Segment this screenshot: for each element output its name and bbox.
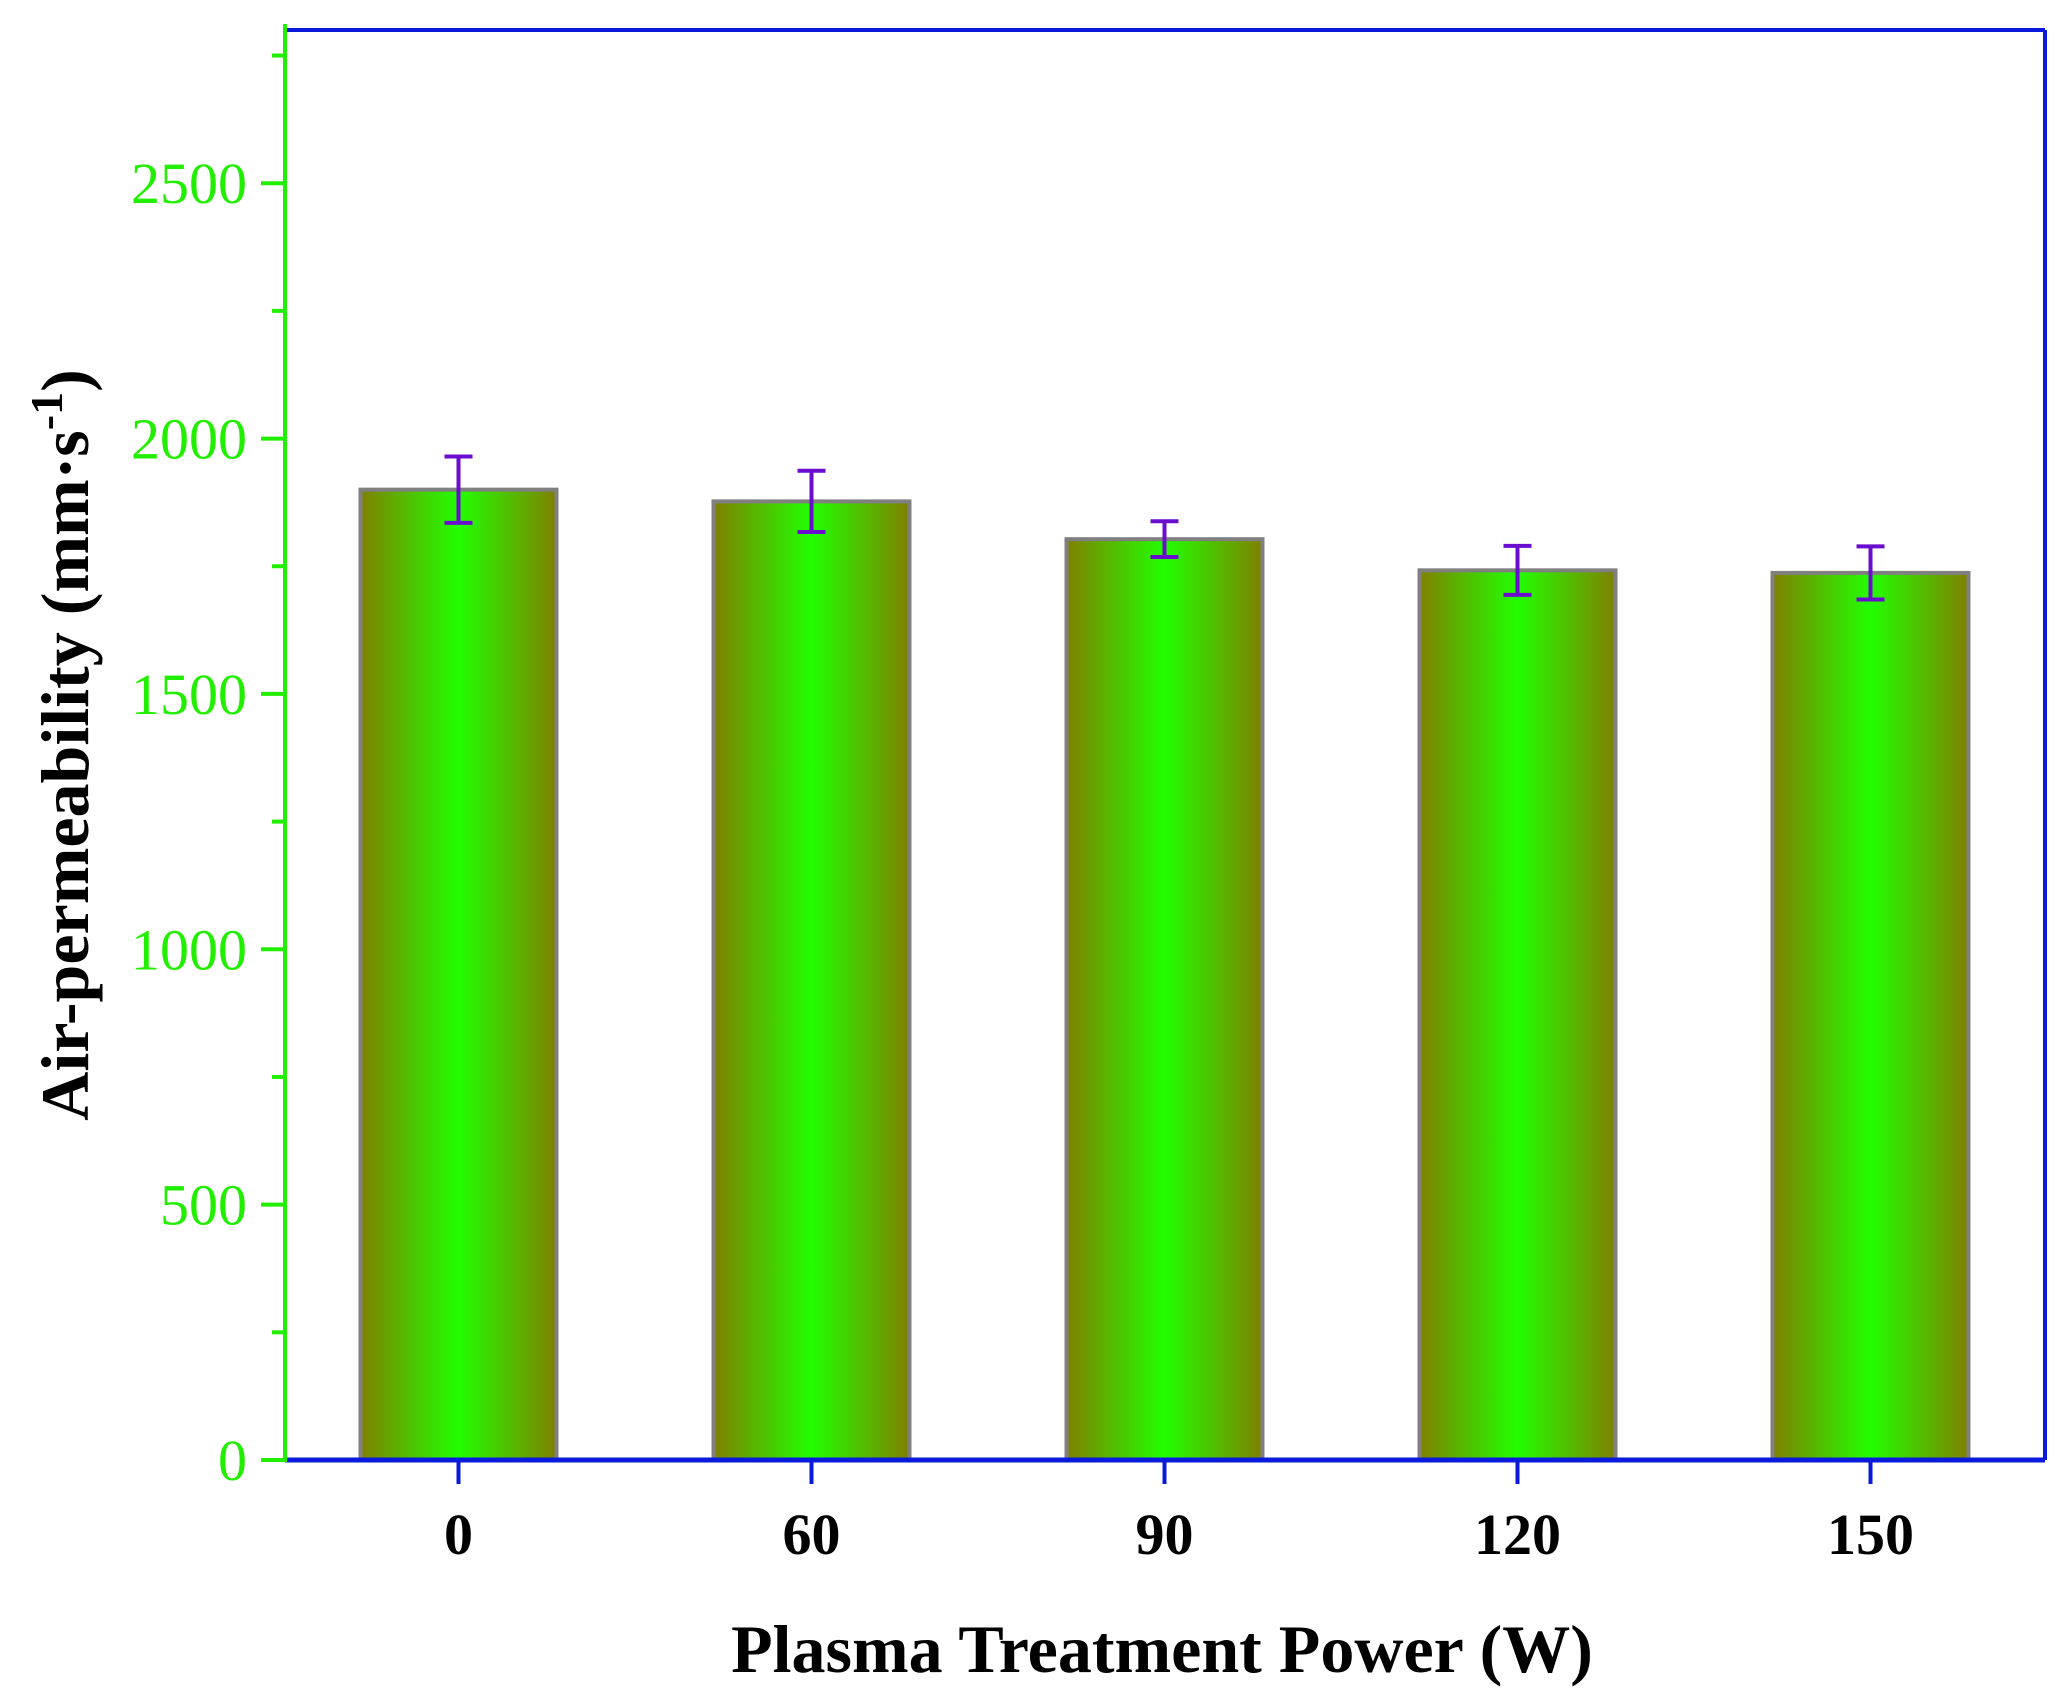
y-tick-label-0: 0 <box>218 1428 247 1493</box>
y-axis-title-superscript: -1 <box>21 392 72 430</box>
x-tick-label-120: 120 <box>1474 1502 1561 1567</box>
error-bar-0 <box>444 454 473 525</box>
error-bar-60 <box>797 468 826 535</box>
bar-90 <box>1064 537 1265 1462</box>
bar-120 <box>1417 568 1618 1462</box>
bars <box>358 487 1971 1462</box>
x-tick-label-150: 150 <box>1827 1502 1914 1567</box>
bar-150 <box>1770 570 1971 1462</box>
bar-60 <box>711 499 912 1462</box>
x-tick-label-0: 0 <box>444 1502 473 1567</box>
y-axis: 0 500 1000 1500 2000 2500 <box>131 24 287 1493</box>
bar-0 <box>358 487 559 1462</box>
x-axis: 0 60 90 120 150 <box>444 1460 1914 1567</box>
y-tick-label-2500: 2500 <box>131 151 247 216</box>
y-axis-title-main: Air-permeability (mm·s <box>27 430 103 1121</box>
error-bar-90 <box>1150 519 1179 560</box>
y-axis-title: Air-permeability (mm·s-1) <box>21 369 103 1121</box>
y-tick-label-1000: 1000 <box>131 917 247 982</box>
x-axis-title: Plasma Treatment Power (W) <box>731 1611 1593 1687</box>
y-tick-label-1500: 1500 <box>131 662 247 727</box>
y-axis-title-close: ) <box>27 369 103 392</box>
error-bar-150 <box>1856 544 1885 602</box>
y-tick-label-2000: 2000 <box>131 407 247 472</box>
error-bars <box>444 454 1885 602</box>
x-tick-label-60: 60 <box>783 1502 841 1567</box>
y-tick-label-500: 500 <box>160 1173 247 1238</box>
error-bar-120 <box>1503 543 1532 597</box>
x-tick-label-90: 90 <box>1136 1502 1194 1567</box>
